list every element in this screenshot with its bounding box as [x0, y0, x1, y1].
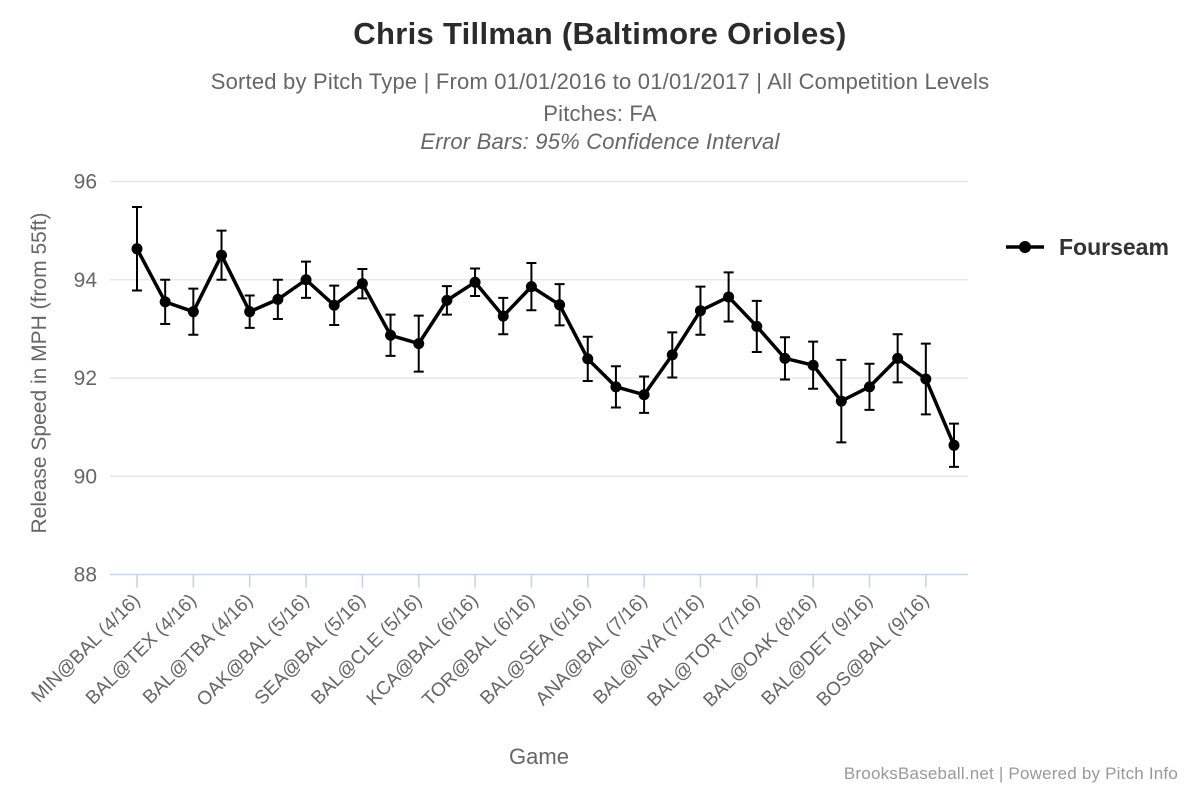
error-bar [132, 206, 142, 292]
x-tick-label: ANA@BAL (7/16) [532, 590, 652, 710]
data-point-marker [525, 281, 537, 293]
error-bar [723, 271, 734, 323]
error-bar [216, 229, 227, 281]
x-tick-label: BAL@CLE (5/16) [307, 590, 426, 709]
x-tick-label: BOS@BAL (9/16) [813, 590, 934, 711]
x-tick-label: BAL@OAK (8/16) [700, 590, 821, 711]
error-bar [836, 358, 847, 444]
data-point-marker [441, 294, 453, 306]
x-tick-label: BAL@DET (9/16) [758, 590, 877, 709]
error-bar [610, 365, 621, 409]
error-bar [301, 260, 312, 299]
data-point-marker [835, 395, 847, 407]
legend-item-fourseam[interactable]: Fourseam [1004, 233, 1169, 261]
error-bar [949, 422, 959, 468]
data-point-marker [554, 299, 566, 311]
error-bar [188, 287, 199, 336]
error-bar [160, 278, 171, 325]
chart-title: Chris Tillman (Baltimore Orioles) [353, 16, 847, 51]
chart-subtitle-pitches: Pitches: FA [543, 101, 657, 126]
x-tick-label: BAL@TEX (4/16) [82, 590, 201, 709]
error-bar [272, 278, 283, 321]
data-point-marker [610, 381, 622, 393]
data-point-marker [187, 306, 199, 318]
data-point-marker [385, 329, 397, 341]
legend-label: Fourseam [1059, 233, 1169, 260]
error-bar [667, 331, 678, 379]
y-tick-label: 88 [74, 564, 97, 587]
data-point-marker [723, 291, 735, 303]
x-tick-label: OAK@BAL (5/16) [193, 590, 314, 711]
x-tick-label: BAL@TBA (4/16) [139, 590, 257, 708]
data-point-marker [497, 310, 509, 322]
error-bar [808, 340, 819, 390]
error-bar [329, 284, 340, 326]
x-tick-label: KCA@BAL (6/16) [363, 590, 483, 710]
error-bar [695, 285, 706, 336]
data-point-marker [694, 305, 706, 317]
data-point-marker [131, 243, 143, 255]
data-point-marker [413, 338, 425, 350]
error-bar [554, 283, 565, 327]
x-axis-title: Game [509, 744, 569, 769]
data-point-marker [892, 352, 904, 364]
legend-series-marker-icon [1006, 241, 1044, 253]
error-bar [526, 262, 537, 312]
footer-credit: BrooksBaseball.net | Powered by Pitch In… [843, 764, 1178, 783]
data-point-marker [638, 389, 650, 401]
error-bar [751, 299, 762, 353]
data-point-marker [300, 274, 312, 286]
data-point-marker [779, 352, 791, 364]
data-point-marker [863, 381, 875, 393]
y-tick-label: 90 [74, 465, 97, 488]
error-bar [470, 267, 481, 297]
data-point-marker [328, 299, 340, 311]
error-bar [892, 333, 903, 384]
error-bar [779, 336, 790, 381]
data-point-marker [948, 439, 960, 451]
error-bar [582, 335, 593, 382]
data-point-marker [751, 320, 763, 332]
error-bar [639, 375, 650, 414]
error-bar [864, 362, 875, 411]
data-point-marker [920, 373, 932, 385]
data-point-marker [356, 278, 368, 290]
x-tick-label: MIN@BAL (4/16) [28, 590, 145, 707]
data-point-marker [216, 249, 228, 261]
data-point-marker [582, 353, 594, 365]
y-axis-title: Release Speed in MPH (from 55ft) [28, 212, 51, 534]
error-bar [357, 267, 368, 300]
data-point-marker [272, 293, 284, 305]
error-bar [385, 313, 396, 357]
y-tick-label: 94 [74, 269, 98, 292]
data-point-marker [469, 276, 481, 288]
x-tick-label: BAL@NYA (7/16) [589, 590, 708, 709]
y-tick-label: 96 [74, 171, 97, 194]
data-point-marker [666, 349, 678, 361]
chart-subtitle-error-note: Error Bars: 95% Confidence Interval [420, 129, 780, 154]
error-bar [920, 342, 931, 416]
x-tick-label: TOR@BAL (6/16) [419, 590, 539, 710]
y-tick-label: 92 [74, 367, 97, 390]
data-point-marker [159, 296, 171, 308]
data-point-marker [244, 306, 256, 318]
error-bar [413, 314, 424, 373]
x-tick-label: BAL@SEA (6/16) [476, 590, 595, 709]
x-tick-label: BAL@TOR (7/16) [643, 590, 764, 711]
error-bar [244, 294, 255, 329]
data-point-marker [807, 359, 819, 371]
error-bar [441, 285, 452, 316]
x-tick-label: SEA@BAL (5/16) [251, 590, 370, 709]
error-bar [498, 296, 509, 336]
chart-subtitle: Sorted by Pitch Type | From 01/01/2016 t… [210, 69, 990, 94]
series-line-fourseam [135, 247, 956, 446]
